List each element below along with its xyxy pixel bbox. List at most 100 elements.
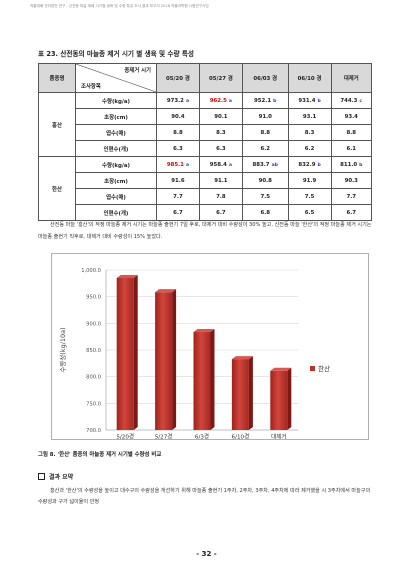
value-cell: 958.4 a — [198, 156, 243, 173]
x-tick-label: 6/3경 — [195, 434, 209, 440]
value-cell: 90.8 — [241, 172, 289, 189]
value-cell: 91.1 — [198, 172, 243, 189]
value-cell: 6.2 — [287, 140, 332, 157]
bar-top — [155, 289, 177, 293]
value-text: 962.5 — [209, 97, 227, 104]
value-text: 952.1 — [254, 97, 272, 104]
value-text: 8.8 — [173, 129, 183, 136]
value-text: 6.1 — [346, 145, 357, 152]
y-axis-label: 수량성(kg/10a) — [58, 327, 67, 372]
significance-mark: ab — [271, 162, 278, 168]
value-cell: 90.1 — [198, 108, 243, 125]
bar-side — [172, 289, 177, 430]
y-tick-label: 850.0 — [86, 348, 101, 354]
value-text: 90.1 — [214, 113, 228, 120]
value-text: 6.7 — [216, 209, 226, 216]
header-date-1: 05/27 경 — [198, 63, 243, 93]
header-date-2: 06/03 경 — [241, 63, 289, 93]
value-text: 931.4 — [298, 97, 316, 104]
bar-chart: 700.0 750.0 800.0 850.0 900.0 950.0 1,000.0 수량성… — [58, 268, 330, 441]
result-paragraph: 산전동 마늘 '홍산'의 적정 마늘종 제거 시기는 마늘종 출현기 7일 후로… — [38, 222, 372, 240]
item-cell: 엽수(매) — [75, 188, 157, 205]
value-text: 93.1 — [302, 113, 317, 120]
value-cell: 8.8 — [241, 124, 289, 141]
value-cell: 6.2 — [241, 140, 289, 157]
x-tick-label: 5/20경 — [116, 434, 134, 440]
value-cell: 91.0 — [241, 108, 289, 125]
significance-mark: c — [359, 98, 363, 104]
value-cell: 91.9 — [287, 172, 332, 189]
value-cell: 744.3 c — [330, 92, 373, 109]
bar-0 — [116, 277, 134, 430]
value-cell: 811.0 b — [330, 156, 373, 173]
value-text: 6.3 — [173, 145, 183, 152]
bar-4 — [270, 370, 288, 430]
value-text: 6.7 — [346, 209, 357, 216]
running-header: 작물재배 관리방안 연구 - 산전동 마늘 재배 시기별 생육 및 수량 특성 … — [30, 4, 209, 8]
value-text: 811.0 — [340, 161, 358, 168]
value-text: 6.7 — [173, 209, 183, 216]
y-tick-label: 1,000.0 — [81, 268, 101, 274]
variety-cell: 한산 — [38, 156, 76, 221]
table-row: 인편수(개) 6.3 6.3 6.2 6.2 6.1 — [39, 140, 373, 157]
value-text: 985.1 — [166, 161, 184, 168]
header-diag-top: 종제거 시기 — [124, 68, 151, 74]
value-text: 7.7 — [346, 193, 357, 200]
y-tick-label: 900.0 — [86, 321, 101, 327]
value-text: 883.7 — [252, 161, 270, 168]
item-cell: 초장(cm) — [75, 172, 157, 189]
item-cell: 인편수(개) — [75, 140, 157, 157]
table-row: 엽수(매) 8.8 8.3 8.8 8.3 8.8 — [39, 124, 373, 141]
value-cell: 6.7 — [156, 204, 200, 221]
value-text: 6.3 — [216, 145, 226, 152]
y-tick-label: 800.0 — [86, 375, 101, 381]
value-cell: 7.7 — [330, 188, 373, 205]
value-text: 8.3 — [216, 129, 226, 136]
value-cell: 7.5 — [241, 188, 289, 205]
bar-3 — [231, 359, 249, 430]
table-row: 초장(cm) 90.4 90.1 91.0 93.1 93.4 — [39, 108, 373, 125]
value-cell: 8.3 — [198, 124, 243, 141]
bar-top — [116, 274, 138, 278]
figure-caption: 그림 8. '한산' 품종의 마늘종 제거 시기별 수량성 비교 — [38, 452, 162, 458]
value-text: 832.9 — [298, 161, 316, 168]
value-text: 973.2 — [166, 97, 184, 104]
checkbox-square-icon — [38, 473, 45, 480]
significance-mark: a — [185, 162, 190, 168]
item-cell: 수량(kg/a) — [75, 156, 157, 173]
summary-paragraph: 홍산과 '한산'의 수량성을 높이고 대수구의 수량성을 개선하기 위해 마늘종… — [38, 488, 371, 505]
value-text: 91.0 — [258, 113, 272, 120]
value-cell: 8.8 — [156, 124, 200, 141]
significance-mark: b — [317, 98, 321, 104]
significance-mark: b — [273, 98, 277, 104]
value-text: 93.4 — [344, 113, 358, 120]
table-header-row: 품종명 종제거 시기 조사항목 05/20 경 05/27 경 06/03 경 06/10 … — [38, 63, 373, 93]
value-cell: 931.4 b — [287, 92, 332, 109]
value-text: 91.9 — [302, 177, 317, 184]
table-row: 인편수(개) 6.7 6.7 6.8 6.5 6.7 — [39, 204, 373, 221]
value-text: 90.8 — [258, 177, 272, 184]
value-cell: 6.7 — [198, 204, 243, 221]
table-row: 초장(cm) 91.6 91.1 90.8 91.9 90.3 — [39, 172, 373, 189]
value-cell: 7.8 — [198, 188, 243, 205]
header-date-0: 05/20 경 — [156, 63, 200, 93]
chart-frame: 700.0 750.0 800.0 850.0 900.0 950.0 1,000.0 수량성… — [51, 253, 369, 441]
x-tick-label: 5/27경 — [155, 434, 173, 440]
x-tick-label: 6/10경 — [232, 434, 250, 440]
bar-side — [287, 367, 292, 430]
value-cell: 93.1 — [287, 108, 332, 125]
value-cell: 7.7 — [156, 188, 200, 205]
value-cell: 6.1 — [330, 140, 373, 157]
item-cell: 인편수(개) — [75, 204, 157, 221]
bar-top — [231, 356, 253, 360]
value-text: 744.3 — [340, 97, 358, 104]
value-cell: 883.7 ab — [241, 156, 289, 173]
item-cell: 엽수(매) — [75, 124, 157, 141]
table-row: 한산 수량(kg/a) 985.1 a 958.4 a 883.7 ab 832.9 b 811.0… — [38, 156, 373, 221]
value-text: 90.4 — [171, 113, 185, 120]
value-cell: 8.8 — [330, 124, 373, 141]
bar-top — [270, 367, 292, 371]
bar-top — [193, 329, 215, 333]
legend-swatch — [310, 366, 315, 371]
section-heading: 결과 요약 — [38, 472, 73, 481]
